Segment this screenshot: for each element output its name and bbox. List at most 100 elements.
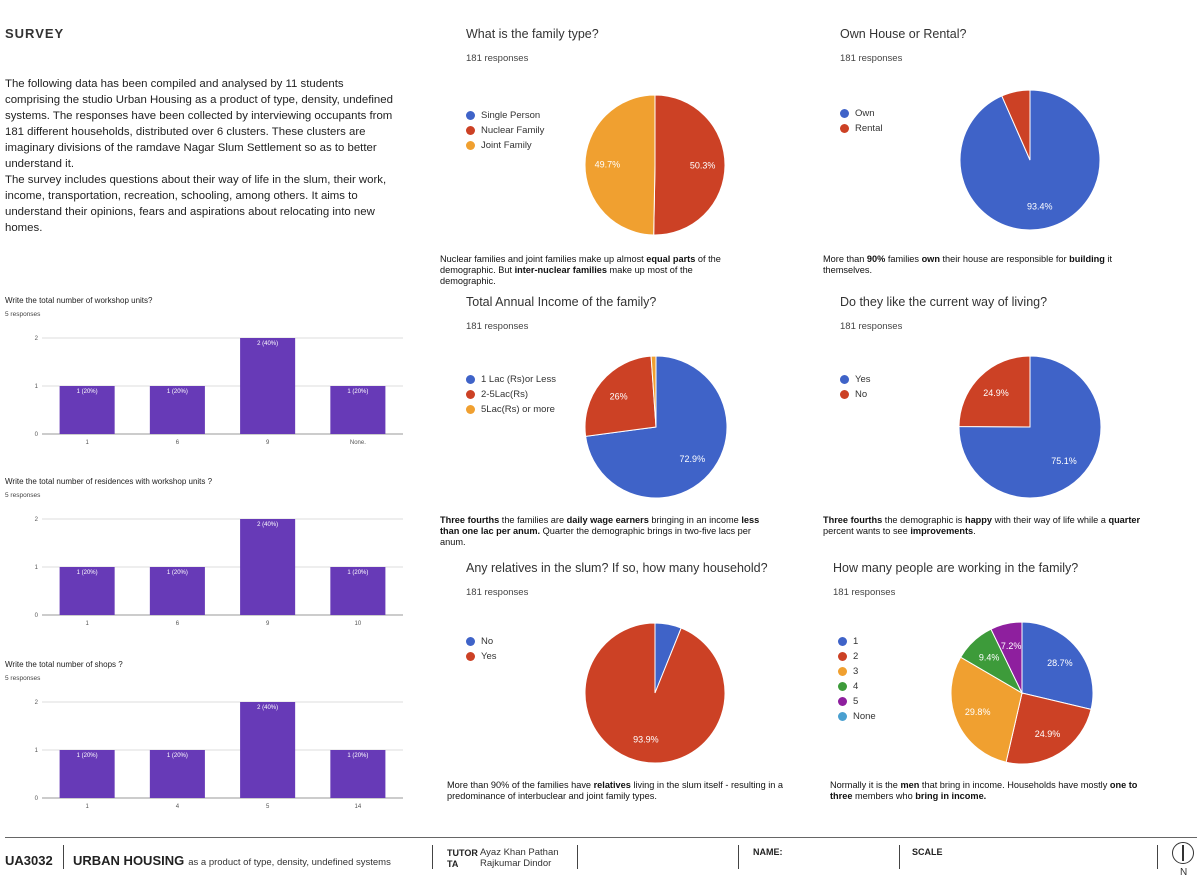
note-text: of the demographic. But [440,254,721,275]
chart-legend: Single Person Nuclear Family Joint Family [466,108,544,153]
bar [330,750,386,798]
legend-item: Yes [466,649,497,664]
pie-slice [958,355,1031,428]
pie-data-label: 24.9% [1035,729,1061,739]
legend-item: Rental [840,121,882,136]
note-emphasis: 90% [866,254,886,264]
tutor-label: TUTOR [447,848,478,858]
x-tick-label: 10 [355,621,362,627]
pie-slice [584,622,726,764]
bar-data-label: 2 (40%) [257,705,278,711]
chart-note: Three fourths the demographic is happy w… [823,515,1153,537]
legend-item: 5 [838,694,876,709]
legend-item: Yes [840,372,871,387]
pie-slice [1005,692,1092,765]
chart-responses: 181 responses [466,587,529,598]
note-emphasis: daily wage earners [566,515,649,525]
legend-label: 1 Lac (Rs)or Less [481,374,556,385]
legend-label: 2 [853,651,859,662]
legend-label: None [853,711,876,722]
legend-swatch [466,126,475,135]
bar [149,750,205,798]
chart-note: Three fourths the families are daily wag… [440,515,770,548]
bar-chart-svg: 0 1 2 1 (20%) 1 1 (20%) 6 2 (40%) 9 1 (20%) None. [35,336,403,446]
legend-label: Yes [481,651,497,662]
chart-responses: 181 responses [840,321,903,332]
y-tick-label: 2 [35,700,39,706]
note-emphasis: less than one lac per anum. [440,515,760,536]
x-tick-label: 1 [85,621,89,627]
legend-label: 2-5Lac(Rs) [481,389,528,400]
legend-swatch [840,375,849,384]
pie-slice [650,355,657,428]
legend-swatch [466,390,475,399]
bar [149,386,205,434]
note-text: it themselves. [823,254,1113,275]
legend-label: No [481,636,494,647]
note-text: Quarter the demographic brings in two-fi… [440,526,751,547]
x-tick-label: 1 [85,804,89,810]
x-tick-label: 14 [355,804,362,810]
note-text: their house are responsible for [939,254,1070,264]
pie-slice [653,94,726,236]
footer-divider [5,837,1197,838]
x-tick-label: 4 [176,804,180,810]
bar [149,567,205,615]
pie-relatives: Any relatives in the slum? If so, how ma… [466,561,806,598]
legend-label: 1 [853,636,859,647]
legend-item: 1 Lac (Rs)or Less [466,372,556,387]
bar-data-label: 1 (20%) [77,570,98,576]
pie-family-type: What is the family type? 181 responses [466,27,806,64]
legend-label: Single Person [481,110,541,121]
y-tick-label: 0 [35,613,39,619]
legend-label: 5Lac(Rs) or more [481,404,555,415]
note-emphasis: relatives [593,780,631,790]
note-text: More than 90% of the families have [447,780,594,790]
legend-item: Single Person [466,108,544,123]
legend-swatch [466,375,475,384]
legend-swatch [466,637,475,646]
legend-swatch [466,652,475,661]
footer-separator [63,845,64,869]
note-emphasis: men [900,780,920,790]
note-text: that bring in income. Households have mo… [919,780,1110,790]
legend-label: Own [855,108,875,119]
legend-item: No [840,387,871,402]
legend-swatch [838,652,847,661]
legend-swatch [838,712,847,721]
pie-slice [950,656,1023,763]
bar-data-label: 2 (40%) [257,522,278,528]
chart-question: What is the family type? [466,27,599,41]
bar [330,386,386,434]
note-text: the families are [499,515,567,525]
pie-working-people: How many people are working in the famil… [833,561,1173,598]
pie-data-label: 9.4% [979,653,1000,663]
pie-way-of-living: Do they like the current way of living? … [840,295,1180,332]
legend-item: No [466,634,497,649]
legend-swatch [838,697,847,706]
legend-item: Joint Family [466,138,544,153]
chart-responses: 5 responses [5,492,41,499]
legend-label: Rental [855,123,883,134]
legend-swatch [838,637,847,646]
bar-data-label: 1 (20%) [77,753,98,759]
north-label: N [1180,867,1188,878]
course-subtitle: as a product of type, density, undefined… [188,857,391,868]
note-emphasis: bring in income. [915,791,987,801]
note-text: . [973,526,976,536]
legend-swatch [466,405,475,414]
note-emphasis: own [921,254,940,264]
chart-note: Normally it is the men that bring in inc… [830,780,1160,802]
note-emphasis: improvements [910,526,974,536]
bar-data-label: 1 (20%) [167,753,188,759]
bar-chart-shops: Write the total number of shops ? 5 resp… [5,660,415,817]
pie-data-label: 49.7% [595,160,621,170]
legend-item: 1 [838,634,876,649]
chart-question: Write the total number of residences wit… [5,477,213,486]
note-text: make up most of the demographic. [440,265,693,286]
legend-label: Joint Family [481,140,532,151]
